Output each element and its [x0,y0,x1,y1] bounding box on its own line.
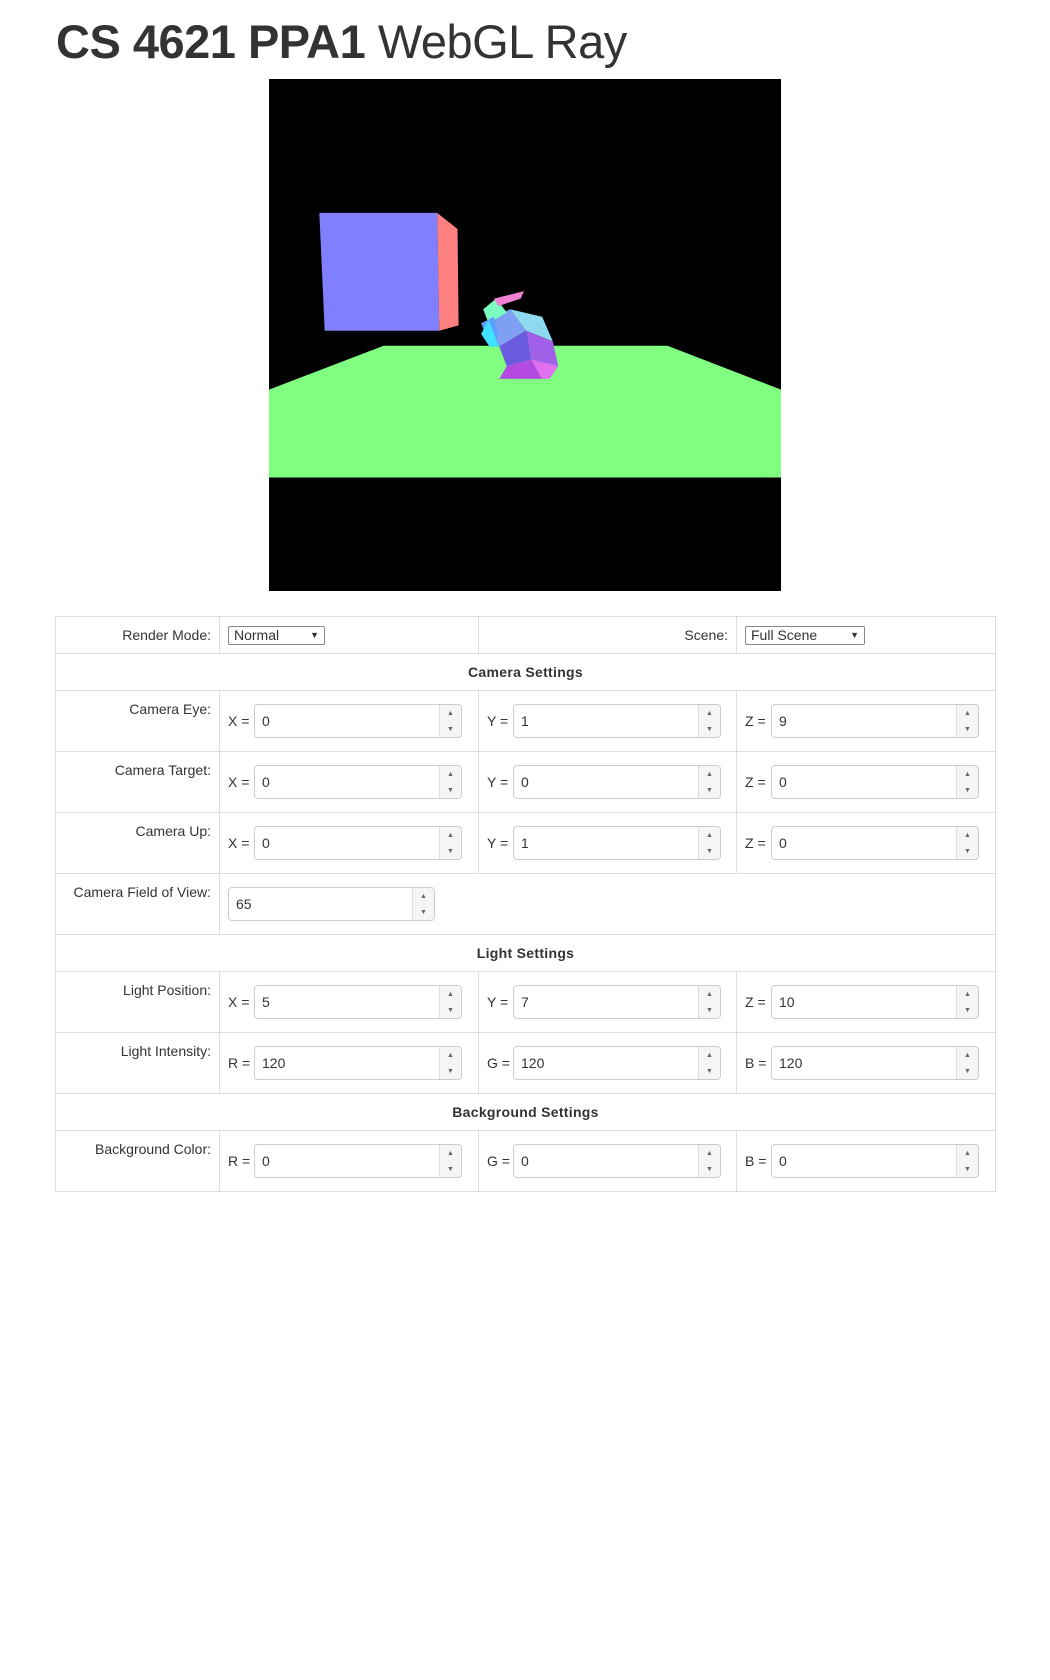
light-intensity-r-input[interactable]: 120 ▲ ▼ [254,1046,462,1080]
scene-label: Scene: [478,616,737,654]
camera-eye-z-input[interactable]: 9 ▲ ▼ [771,704,979,738]
camera-fov-row: Camera Field of View: 65 ▲ ▼ [55,873,996,935]
camera-settings-header: Camera Settings [55,653,996,691]
camera-target-z-input[interactable]: 0 ▲ ▼ [771,765,979,799]
cube-front-face [319,212,440,331]
light-position-y-input[interactable]: 7 ▲ ▼ [513,985,721,1019]
scene-select[interactable]: Full Scene ▼ [745,625,865,645]
spinner[interactable]: ▲ ▼ [439,827,461,859]
camera-eye-y-input[interactable]: 1 ▲ ▼ [513,704,721,738]
spinner[interactable]: ▲ ▼ [956,1047,978,1079]
light-intensity-g-input[interactable]: 120 ▲ ▼ [513,1046,721,1080]
settings-table: Render Mode: Normal ▼ Scene: Full Scene ▼ … [55,616,996,1192]
spinner[interactable]: ▲ ▼ [698,827,720,859]
spinner[interactable]: ▲ ▼ [956,827,978,859]
ground-plane [269,345,781,478]
camera-eye-row: Camera Eye: X = 0 ▲ ▼ Y = 1 ▲ ▼ Z = 9 ▲ ▼ [55,690,996,752]
spinner[interactable]: ▲ ▼ [412,888,434,920]
background-color-row: Background Color: R = 0 ▲ ▼ G = 0 ▲ ▼ B = 0 ▲ ▼ [55,1130,996,1192]
spinner[interactable]: ▲ ▼ [698,1145,720,1177]
spinner[interactable]: ▲ ▼ [698,1047,720,1079]
light-intensity-row: Light Intensity: R = 120 ▲ ▼ G = 120 ▲ ▼ B = 12… [55,1032,996,1094]
light-position-row: Light Position: X = 5 ▲ ▼ Y = 7 ▲ ▼ Z = 10 ▲ ▼ [55,971,996,1033]
spinner[interactable]: ▲ ▼ [956,705,978,737]
light-position-x-input[interactable]: 5 ▲ ▼ [254,985,462,1019]
camera-up-row: Camera Up: X = 0 ▲ ▼ Y = 1 ▲ ▼ Z = 0 ▲ ▼ [55,812,996,874]
camera-target-row: Camera Target: X = 0 ▲ ▼ Y = 0 ▲ ▼ Z = 0 ▲ ▼ [55,751,996,813]
background-g-input[interactable]: 0 ▲ ▼ [513,1144,721,1178]
camera-eye-x-input[interactable]: 0 ▲ ▼ [254,704,462,738]
light-settings-header: Light Settings [55,934,996,972]
spinner[interactable]: ▲ ▼ [439,766,461,798]
camera-up-x-input[interactable]: 0 ▲ ▼ [254,826,462,860]
cube-side-face [437,212,459,331]
camera-target-y-input[interactable]: 0 ▲ ▼ [513,765,721,799]
page-title: CS 4621 PPA1 WebGL Ray [56,15,627,68]
spinner[interactable]: ▲ ▼ [698,766,720,798]
spinner[interactable]: ▲ ▼ [439,705,461,737]
light-intensity-b-input[interactable]: 120 ▲ ▼ [771,1046,979,1080]
spinner[interactable]: ▲ ▼ [956,766,978,798]
camera-fov-input[interactable]: 65 ▲ ▼ [228,887,435,921]
spinner[interactable]: ▲ ▼ [956,1145,978,1177]
dropdown-arrow-icon: ▼ [850,630,859,640]
light-position-z-input[interactable]: 10 ▲ ▼ [771,985,979,1019]
dropdown-arrow-icon: ▼ [310,630,319,640]
camera-up-z-input[interactable]: 0 ▲ ▼ [771,826,979,860]
webgl-render-canvas [269,79,781,591]
spinner[interactable]: ▲ ▼ [698,986,720,1018]
render-mode-select[interactable]: Normal ▼ [228,625,325,645]
render-mode-label: Render Mode: [55,616,220,654]
spinner[interactable]: ▲ ▼ [956,986,978,1018]
spinner[interactable]: ▲ ▼ [698,705,720,737]
spinner[interactable]: ▲ ▼ [439,1047,461,1079]
background-settings-header: Background Settings [55,1093,996,1131]
bunny-model [481,291,559,379]
spinner[interactable]: ▲ ▼ [439,1145,461,1177]
background-r-input[interactable]: 0 ▲ ▼ [254,1144,462,1178]
background-b-input[interactable]: 0 ▲ ▼ [771,1144,979,1178]
camera-target-x-input[interactable]: 0 ▲ ▼ [254,765,462,799]
spinner[interactable]: ▲ ▼ [439,986,461,1018]
camera-up-y-input[interactable]: 1 ▲ ▼ [513,826,721,860]
